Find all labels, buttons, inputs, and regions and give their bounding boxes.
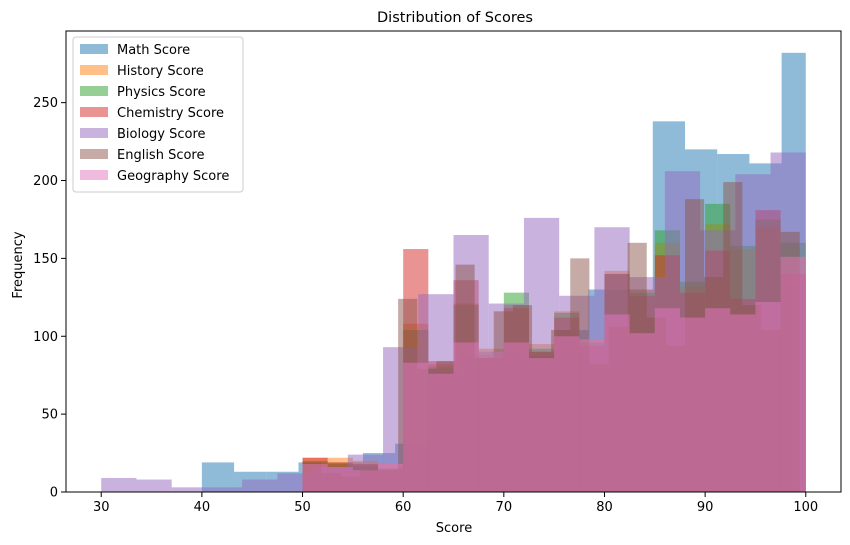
legend-label: Geography Score bbox=[117, 169, 229, 184]
y-tick-label: 200 bbox=[33, 174, 58, 189]
histogram-bar bbox=[403, 362, 429, 492]
histogram-bar bbox=[554, 336, 580, 492]
histogram-bar bbox=[478, 351, 504, 492]
y-axis-label: Frequency bbox=[11, 231, 26, 298]
plot-frame bbox=[65, 30, 842, 493]
bars-layer bbox=[101, 52, 806, 493]
x-tick-label: 80 bbox=[596, 500, 613, 515]
legend-swatch bbox=[80, 170, 108, 180]
histogram-bar bbox=[780, 256, 806, 492]
histogram-bar bbox=[352, 470, 379, 492]
y-tick-label: 250 bbox=[33, 96, 58, 111]
histogram-bar bbox=[101, 477, 137, 492]
legend-swatch bbox=[80, 65, 108, 75]
x-axis: 30 40 50 60 70 80 90 100 bbox=[93, 492, 818, 515]
y-axis: 0 50 100 150 200 250 bbox=[33, 96, 66, 501]
histogram-bar bbox=[206, 487, 243, 492]
histogram-bar bbox=[604, 314, 630, 492]
histogram-bar bbox=[629, 333, 655, 492]
histogram-bar bbox=[428, 373, 454, 492]
legend-swatch bbox=[80, 149, 108, 159]
y-tick-label: 0 bbox=[50, 486, 58, 501]
legend-swatch bbox=[80, 107, 108, 117]
histogram-bar bbox=[579, 339, 605, 492]
histogram-bar bbox=[378, 463, 404, 492]
histogram-bar bbox=[302, 463, 328, 492]
x-tick-label: 70 bbox=[496, 500, 513, 515]
histogram-bar bbox=[654, 308, 680, 492]
histogram-bar bbox=[453, 342, 479, 492]
histogram-bar bbox=[136, 479, 172, 492]
legend-swatch bbox=[80, 86, 108, 96]
x-tick-label: 30 bbox=[93, 500, 110, 515]
histogram-bar bbox=[528, 358, 555, 492]
legend-box bbox=[72, 36, 244, 193]
histogram-bar bbox=[705, 308, 731, 492]
legend-swatch bbox=[80, 44, 108, 54]
histogram-bar bbox=[730, 314, 756, 492]
y-tick-label: 50 bbox=[41, 408, 58, 423]
histogram-bar bbox=[327, 467, 353, 492]
histogram-bar bbox=[503, 342, 529, 492]
histogram-bar bbox=[755, 301, 781, 492]
legend-label: English Score bbox=[117, 148, 204, 163]
x-tick-label: 40 bbox=[194, 500, 211, 515]
legend-label: Math Score bbox=[117, 43, 190, 58]
legend-swatch bbox=[80, 128, 108, 138]
x-tick-label: 90 bbox=[697, 500, 714, 515]
histogram-bar bbox=[242, 479, 278, 492]
chart-title: Distribution of Scores bbox=[377, 10, 533, 26]
histogram-bar bbox=[201, 462, 235, 492]
legend-label: History Score bbox=[117, 64, 204, 79]
histogram-bar bbox=[679, 317, 706, 492]
x-axis-label: Score bbox=[436, 521, 472, 536]
y-tick-label: 100 bbox=[33, 330, 58, 345]
legend-label: Chemistry Score bbox=[117, 106, 224, 121]
x-tick-label: 50 bbox=[294, 500, 311, 515]
legend: Math Score History Score Physics Score Chem… bbox=[72, 36, 244, 193]
x-tick-label: 100 bbox=[793, 500, 818, 515]
histogram-bar bbox=[171, 487, 207, 492]
series-geography-score bbox=[302, 256, 806, 492]
legend-label: Physics Score bbox=[117, 85, 206, 100]
legend-label: Biology Score bbox=[117, 127, 206, 142]
x-tick-label: 60 bbox=[395, 500, 412, 515]
y-tick-label: 150 bbox=[33, 252, 58, 267]
